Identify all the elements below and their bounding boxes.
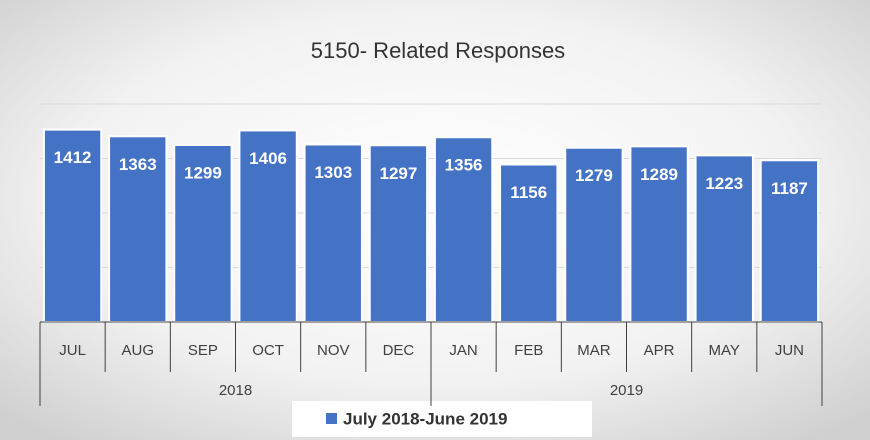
bar xyxy=(564,146,624,323)
bar xyxy=(173,144,233,323)
data-label: 1412 xyxy=(54,148,92,167)
bar xyxy=(42,128,103,323)
x-tick-label: MAR xyxy=(577,342,611,359)
group-label: 2018 xyxy=(219,382,252,399)
data-label: 1299 xyxy=(184,163,222,182)
data-label: 1223 xyxy=(705,174,743,193)
data-label: 1289 xyxy=(640,165,678,184)
x-tick-label: JUL xyxy=(59,342,86,359)
x-tick-label: DEC xyxy=(383,342,415,359)
x-tick-label: OCT xyxy=(252,342,284,359)
bar xyxy=(303,143,363,323)
data-label: 1156 xyxy=(510,183,547,202)
data-label: 1279 xyxy=(575,166,613,185)
data-label: 1297 xyxy=(380,164,418,183)
bar xyxy=(629,145,689,323)
x-tick-label: AUG xyxy=(121,342,154,359)
data-label: 1356 xyxy=(445,156,483,175)
bar xyxy=(759,159,820,323)
bar xyxy=(499,163,559,323)
legend: July 2018-June 2019 xyxy=(292,401,592,437)
bar xyxy=(694,154,754,323)
x-tick-label: SEP xyxy=(188,342,218,359)
x-tick-label: APR xyxy=(644,342,675,359)
data-label: 1406 xyxy=(249,149,287,168)
x-tick-label: NOV xyxy=(317,342,350,359)
group-label: 2019 xyxy=(610,382,643,399)
chart-title: 5150- Related Responses xyxy=(311,38,565,63)
data-label: 1363 xyxy=(119,155,157,174)
x-tick-label: MAY xyxy=(709,342,740,359)
legend-swatch xyxy=(326,413,337,424)
x-tick-label: JAN xyxy=(449,342,477,359)
bar xyxy=(433,136,494,323)
bar xyxy=(238,129,298,323)
data-label: 1303 xyxy=(314,163,352,182)
bar xyxy=(368,144,429,323)
legend-box xyxy=(292,401,592,437)
x-tick-label: JUN xyxy=(775,342,804,359)
legend-label: July 2018-June 2019 xyxy=(343,409,507,428)
bar xyxy=(108,135,168,323)
x-tick-label: FEB xyxy=(514,342,543,359)
data-label: 1187 xyxy=(771,179,808,198)
